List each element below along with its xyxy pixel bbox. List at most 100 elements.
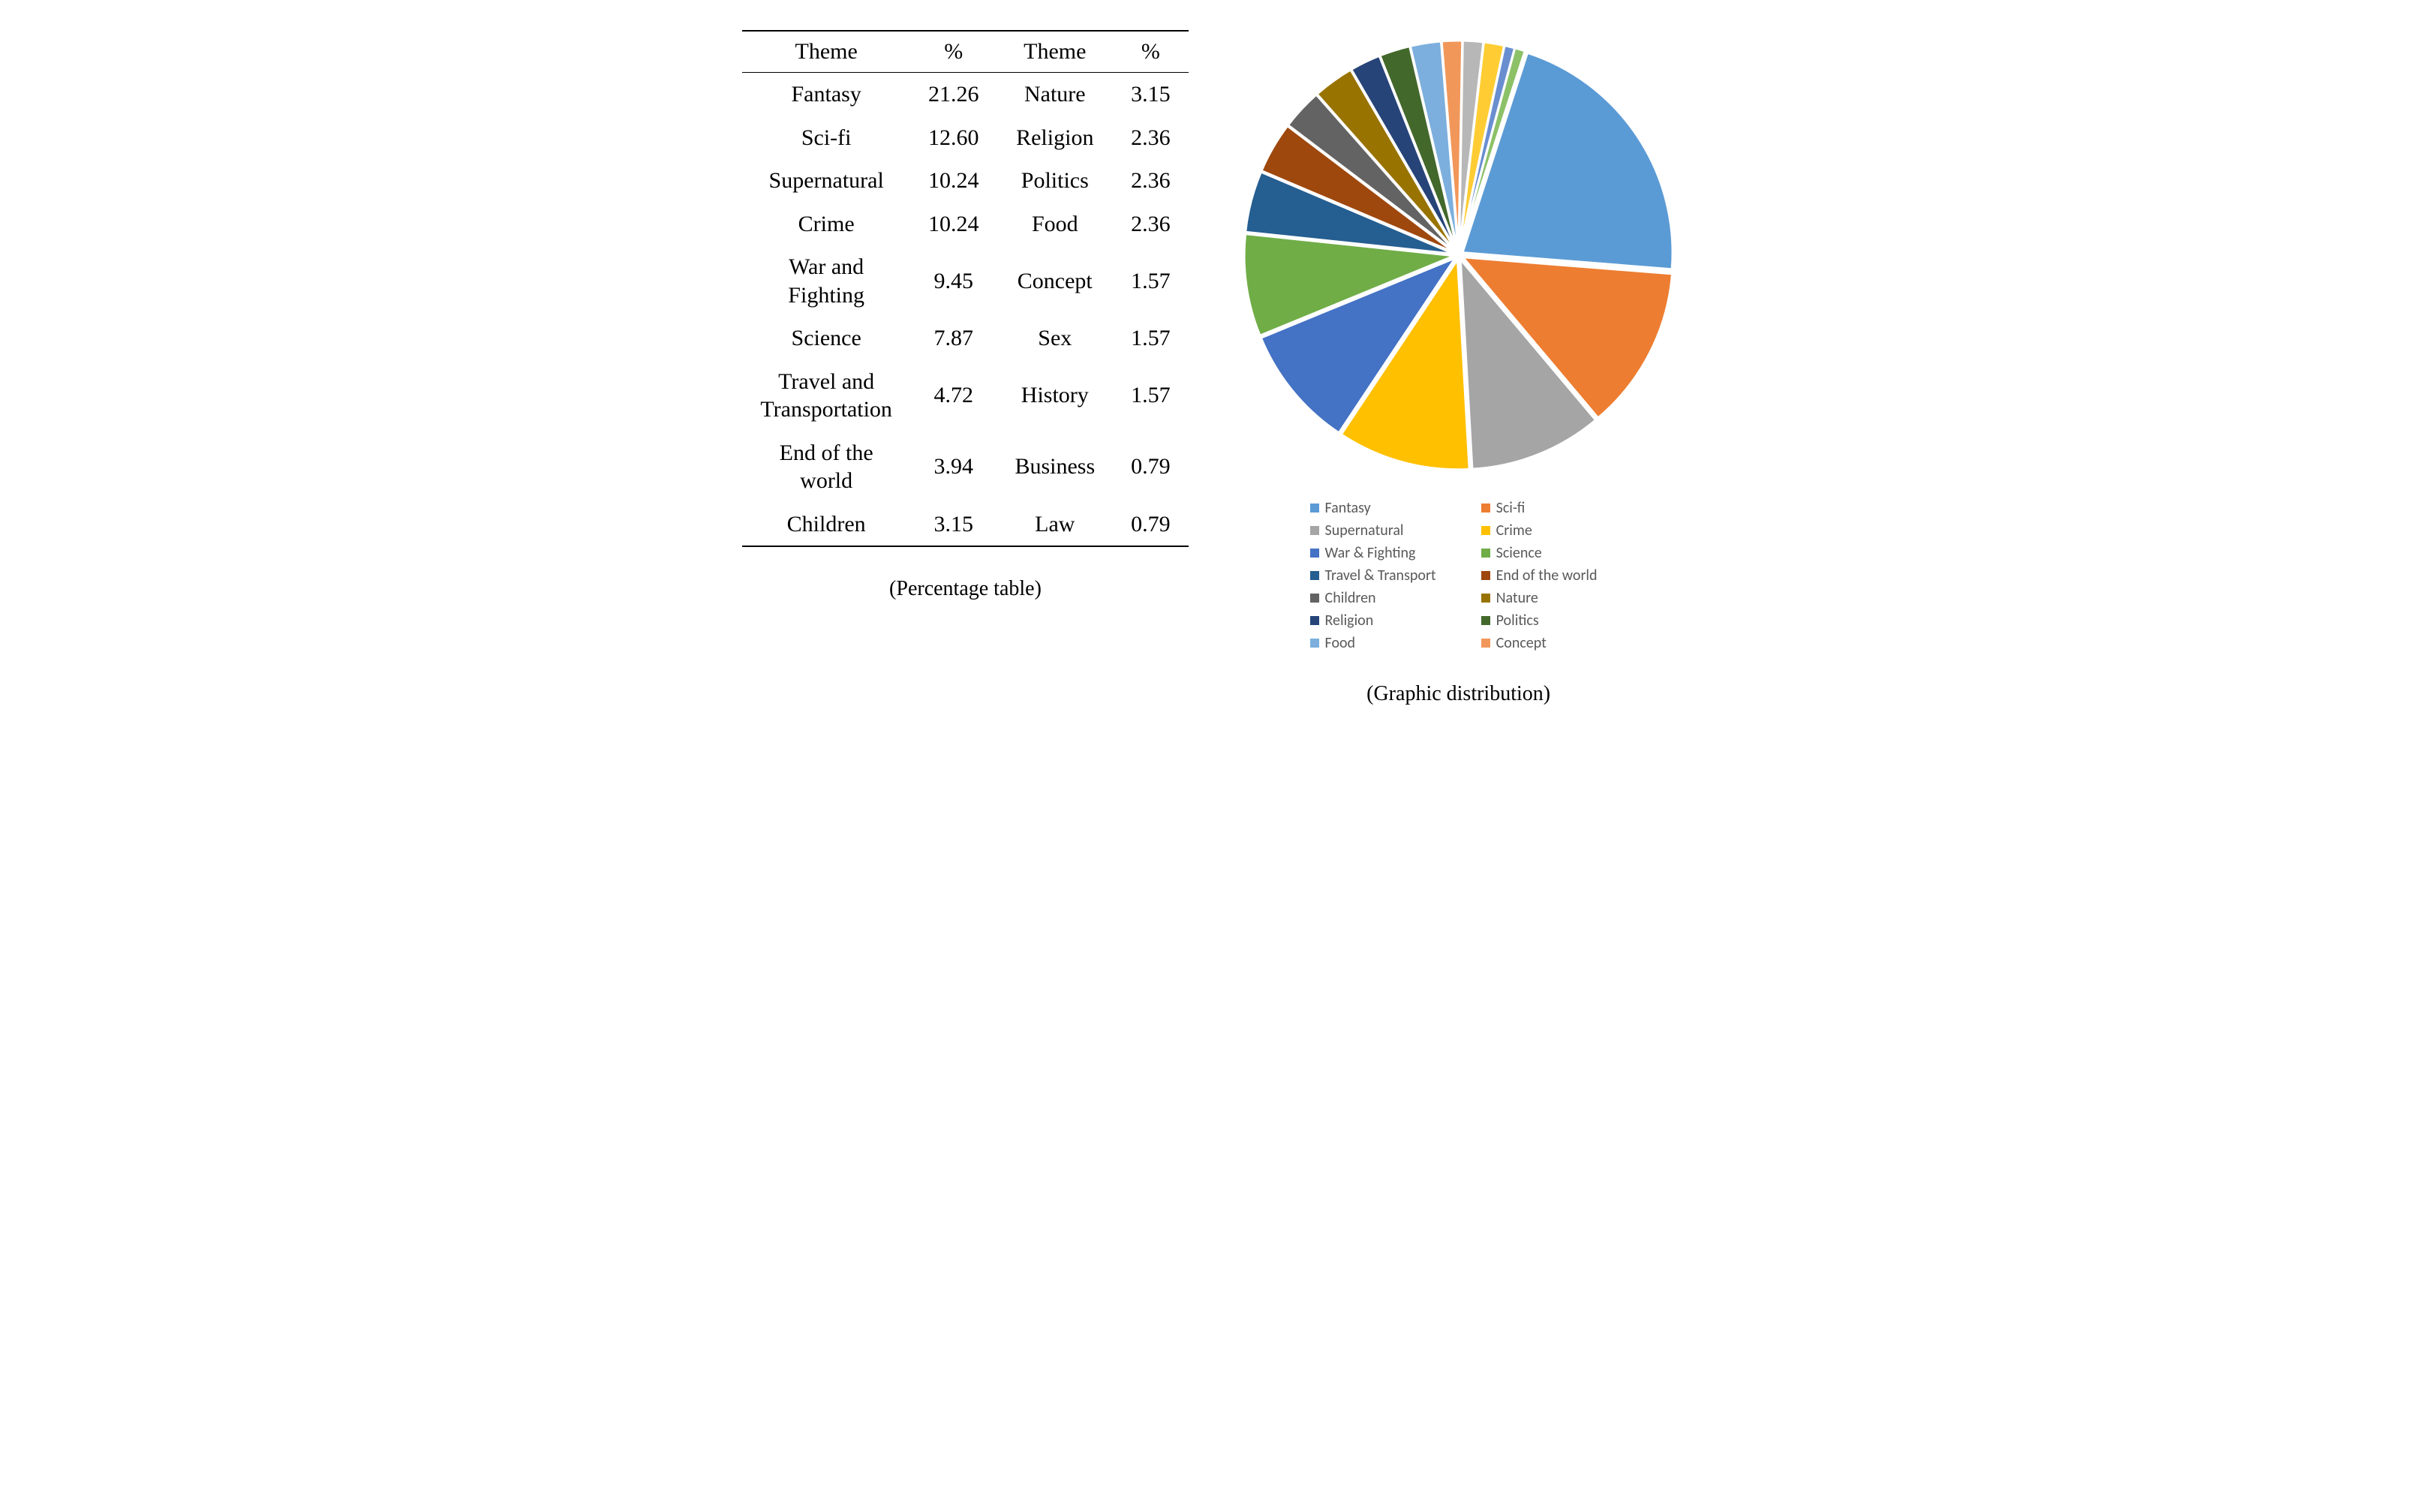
table-cell: 2.36 xyxy=(1113,159,1189,203)
chart-panel: Fantasy Sci-fi Supernatural Crime War & Figh… xyxy=(1234,30,1684,706)
legend-label: Nature xyxy=(1496,589,1538,607)
table-head: Theme % Theme % xyxy=(742,31,1188,73)
col-header: Theme xyxy=(997,31,1113,73)
legend-item: Children xyxy=(1310,589,1436,607)
legend-item: Science xyxy=(1481,544,1607,562)
legend-item: Fantasy xyxy=(1310,499,1436,517)
col-header: Theme xyxy=(742,31,910,73)
table-cell: Sex xyxy=(997,317,1113,360)
legend-swatch xyxy=(1310,594,1319,603)
legend-swatch xyxy=(1310,526,1319,535)
table-row: Sci-fi12.60Religion2.36 xyxy=(742,116,1188,160)
table-cell: Law xyxy=(997,503,1113,547)
legend-swatch xyxy=(1310,571,1319,580)
legend-swatch xyxy=(1481,639,1490,648)
legend-swatch xyxy=(1481,526,1490,535)
legend-item: War & Fighting xyxy=(1310,544,1436,562)
table-row: Travel andTransportation4.72History1.57 xyxy=(742,360,1188,431)
table-cell: War andFighting xyxy=(742,245,910,317)
pie-svg xyxy=(1234,30,1684,480)
legend-swatch xyxy=(1481,616,1490,625)
legend-label: Children xyxy=(1325,589,1376,607)
pie-legend: Fantasy Sci-fi Supernatural Crime War & Figh… xyxy=(1310,499,1607,652)
legend-label: End of the world xyxy=(1496,567,1598,585)
legend-label: Travel & Transport xyxy=(1325,567,1436,585)
table-cell: History xyxy=(997,360,1113,431)
legend-swatch xyxy=(1310,503,1319,513)
figure-container: Theme % Theme % Fantasy21.26Nature3.15Sc… xyxy=(30,30,2396,706)
table-cell: Supernatural xyxy=(742,159,910,203)
table-panel: Theme % Theme % Fantasy21.26Nature3.15Sc… xyxy=(742,30,1188,601)
legend-item: Crime xyxy=(1481,522,1607,540)
legend-item: Nature xyxy=(1481,589,1607,607)
legend-item: Supernatural xyxy=(1310,522,1436,540)
table-cell: Children xyxy=(742,503,910,547)
legend-label: Sci-fi xyxy=(1496,499,1526,517)
table-cell: Fantasy xyxy=(742,73,910,116)
percentage-table: Theme % Theme % Fantasy21.26Nature3.15Sc… xyxy=(742,30,1188,547)
table-row: Supernatural10.24Politics2.36 xyxy=(742,159,1188,203)
table-cell: 7.87 xyxy=(910,317,997,360)
table-cell: Crime xyxy=(742,203,910,246)
legend-item: Religion xyxy=(1310,612,1436,630)
legend-label: Science xyxy=(1496,544,1542,562)
table-cell: End of theworld xyxy=(742,431,910,503)
table-row: Science7.87Sex1.57 xyxy=(742,317,1188,360)
legend-label: Food xyxy=(1325,634,1356,652)
table-cell: 0.79 xyxy=(1113,431,1189,503)
table-cell: Concept xyxy=(997,245,1113,317)
legend-swatch xyxy=(1310,616,1319,625)
legend-label: Politics xyxy=(1496,612,1539,630)
legend-label: Crime xyxy=(1496,522,1532,540)
legend-label: Concept xyxy=(1496,634,1547,652)
table-cell: Sci-fi xyxy=(742,116,910,160)
table-cell: Travel andTransportation xyxy=(742,360,910,431)
legend-item: Concept xyxy=(1481,634,1607,652)
legend-item: Politics xyxy=(1481,612,1607,630)
table-cell: 2.36 xyxy=(1113,116,1189,160)
table-cell: 3.94 xyxy=(910,431,997,503)
table-cell: 1.57 xyxy=(1113,245,1189,317)
table-cell: 10.24 xyxy=(910,203,997,246)
legend-item: Sci-fi xyxy=(1481,499,1607,517)
legend-label: Religion xyxy=(1325,612,1374,630)
table-cell: 0.79 xyxy=(1113,503,1189,547)
legend-swatch xyxy=(1310,549,1319,558)
chart-caption: (Graphic distribution) xyxy=(1366,682,1550,706)
legend-label: Fantasy xyxy=(1325,499,1371,517)
table-cell: Politics xyxy=(997,159,1113,203)
col-header: % xyxy=(1113,31,1189,73)
table-cell: 9.45 xyxy=(910,245,997,317)
pie-chart xyxy=(1234,30,1684,484)
table-cell: 12.60 xyxy=(910,116,997,160)
table-row: Children3.15Law0.79 xyxy=(742,503,1188,547)
table-cell: Food xyxy=(997,203,1113,246)
table-cell: 2.36 xyxy=(1113,203,1189,246)
table-row: Crime10.24Food2.36 xyxy=(742,203,1188,246)
legend-swatch xyxy=(1481,571,1490,580)
legend-swatch xyxy=(1481,503,1490,513)
table-cell: 3.15 xyxy=(910,503,997,547)
legend-item: End of the world xyxy=(1481,567,1607,585)
table-cell: 3.15 xyxy=(1113,73,1189,116)
legend-item: Travel & Transport xyxy=(1310,567,1436,585)
table-cell: 1.57 xyxy=(1113,317,1189,360)
legend-swatch xyxy=(1481,549,1490,558)
legend-item: Food xyxy=(1310,634,1436,652)
table-body: Fantasy21.26Nature3.15Sci-fi12.60Religio… xyxy=(742,73,1188,547)
table-cell: Science xyxy=(742,317,910,360)
table-cell: Business xyxy=(997,431,1113,503)
table-cell: 1.57 xyxy=(1113,360,1189,431)
table-cell: 10.24 xyxy=(910,159,997,203)
legend-label: Supernatural xyxy=(1325,522,1404,540)
table-row: War andFighting9.45Concept1.57 xyxy=(742,245,1188,317)
table-caption: (Percentage table) xyxy=(742,577,1188,601)
legend-swatch xyxy=(1481,594,1490,603)
table-cell: Nature xyxy=(997,73,1113,116)
table-row: Fantasy21.26Nature3.15 xyxy=(742,73,1188,116)
legend-label: War & Fighting xyxy=(1325,544,1416,562)
table-row: End of theworld3.94Business0.79 xyxy=(742,431,1188,503)
legend-swatch xyxy=(1310,639,1319,648)
table-cell: 4.72 xyxy=(910,360,997,431)
table-cell: 21.26 xyxy=(910,73,997,116)
